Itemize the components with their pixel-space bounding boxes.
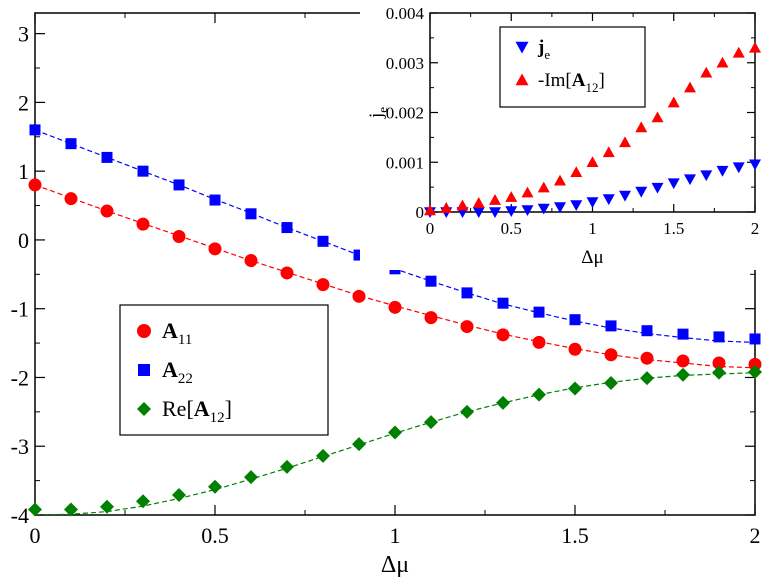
data-point-Re[A12] (316, 449, 330, 463)
inset-plot: 00.511.5200.0010.0020.0030.004Δμjeje-Im[… (360, 0, 763, 270)
inset-y-tick-label: 0.003 (386, 54, 424, 73)
data-point-A11 (605, 348, 618, 361)
data-point-A11 (461, 320, 474, 333)
data-point-A22 (174, 179, 185, 190)
data-point-Re[A12] (604, 376, 618, 390)
data-point-A22 (138, 166, 149, 177)
data-point-A22 (498, 298, 509, 309)
data-point-A11 (317, 278, 330, 291)
x-tick-label: 0.5 (201, 523, 229, 548)
data-point-Re[A12] (460, 405, 474, 419)
y-tick-label: 3 (18, 22, 29, 47)
data-point-Re[A12] (676, 368, 690, 382)
y-tick-label: 0 (18, 228, 29, 253)
data-point-A11 (389, 301, 402, 314)
data-point-A22 (642, 325, 653, 336)
data-point-A22 (750, 333, 761, 344)
data-point-A11 (497, 328, 510, 341)
data-point-A22 (66, 138, 77, 149)
inset-x-tick-label: 1.5 (663, 219, 684, 238)
data-point-A11 (281, 266, 294, 279)
inset-y-tick-label: 0.004 (386, 4, 425, 23)
data-point-A11 (65, 192, 78, 205)
data-point-Re[A12] (568, 381, 582, 395)
data-point-A11 (353, 290, 366, 303)
inset-x-tick-label: 0.5 (501, 219, 522, 238)
data-point-A11 (677, 354, 690, 367)
data-point-Re[A12] (532, 388, 546, 402)
data-point-A11 (29, 178, 42, 191)
legend-marker-A11 (137, 324, 151, 338)
x-axis-title: Δμ (381, 552, 409, 578)
inset-legend-box (500, 27, 645, 107)
data-point-Re[A12] (280, 460, 294, 474)
inset-x-tick-label: 2 (751, 219, 760, 238)
data-point-Re[A12] (496, 396, 510, 410)
data-point-A11 (569, 343, 582, 356)
data-point-A11 (533, 336, 546, 349)
data-point-A11 (245, 254, 258, 267)
data-point-A22 (570, 314, 581, 325)
data-point-Re[A12] (388, 425, 402, 439)
data-point-Re[A12] (424, 415, 438, 429)
data-point-A22 (678, 329, 689, 340)
data-point-A11 (641, 352, 654, 365)
data-point-A22 (318, 236, 329, 247)
main-legend: A11A22Re[A12] (120, 305, 328, 435)
data-point-Re[A12] (208, 480, 222, 494)
y-tick-label: 2 (18, 90, 29, 115)
data-point-A22 (102, 152, 113, 163)
data-point-A11 (137, 218, 150, 231)
data-point-A22 (606, 320, 617, 331)
data-point-A22 (534, 307, 545, 318)
data-point-Re[A12] (136, 494, 150, 508)
data-point-A22 (426, 276, 437, 287)
data-point-A22 (282, 222, 293, 233)
inset-x-tick-label: 0 (426, 219, 435, 238)
inset-y-tick-label: 0.002 (386, 104, 424, 123)
x-tick-label: 0 (30, 523, 41, 548)
data-point-A22 (210, 195, 221, 206)
y-tick-label: -4 (11, 503, 29, 528)
data-point-A11 (173, 230, 186, 243)
data-point-Re[A12] (244, 470, 258, 484)
data-point-A22 (30, 124, 41, 135)
data-point-A22 (246, 208, 257, 219)
data-point-A22 (462, 287, 473, 298)
data-point-Re[A12] (352, 437, 366, 451)
data-point-Re[A12] (712, 366, 726, 380)
data-point-A11 (425, 311, 438, 324)
data-point-A11 (101, 205, 114, 218)
inset-y-tick-label: 0.001 (386, 153, 424, 172)
legend-marker-A22 (138, 364, 150, 376)
inset-y-tick-label: 0 (416, 203, 425, 222)
y-tick-label: -3 (11, 434, 29, 459)
data-point-A11 (209, 242, 222, 255)
x-tick-label: 1.5 (561, 523, 589, 548)
inset-x-tick-label: 1 (588, 219, 597, 238)
data-point-A22 (714, 331, 725, 342)
inset-legend: je-Im[A12] (500, 27, 645, 107)
y-tick-label: 1 (18, 159, 29, 184)
y-tick-label: -1 (11, 297, 29, 322)
data-point-Re[A12] (640, 371, 654, 385)
x-tick-label: 1 (390, 523, 401, 548)
inset-x-axis-title: Δμ (581, 247, 603, 268)
x-tick-label: 2 (750, 523, 761, 548)
y-tick-label: -2 (11, 365, 29, 390)
